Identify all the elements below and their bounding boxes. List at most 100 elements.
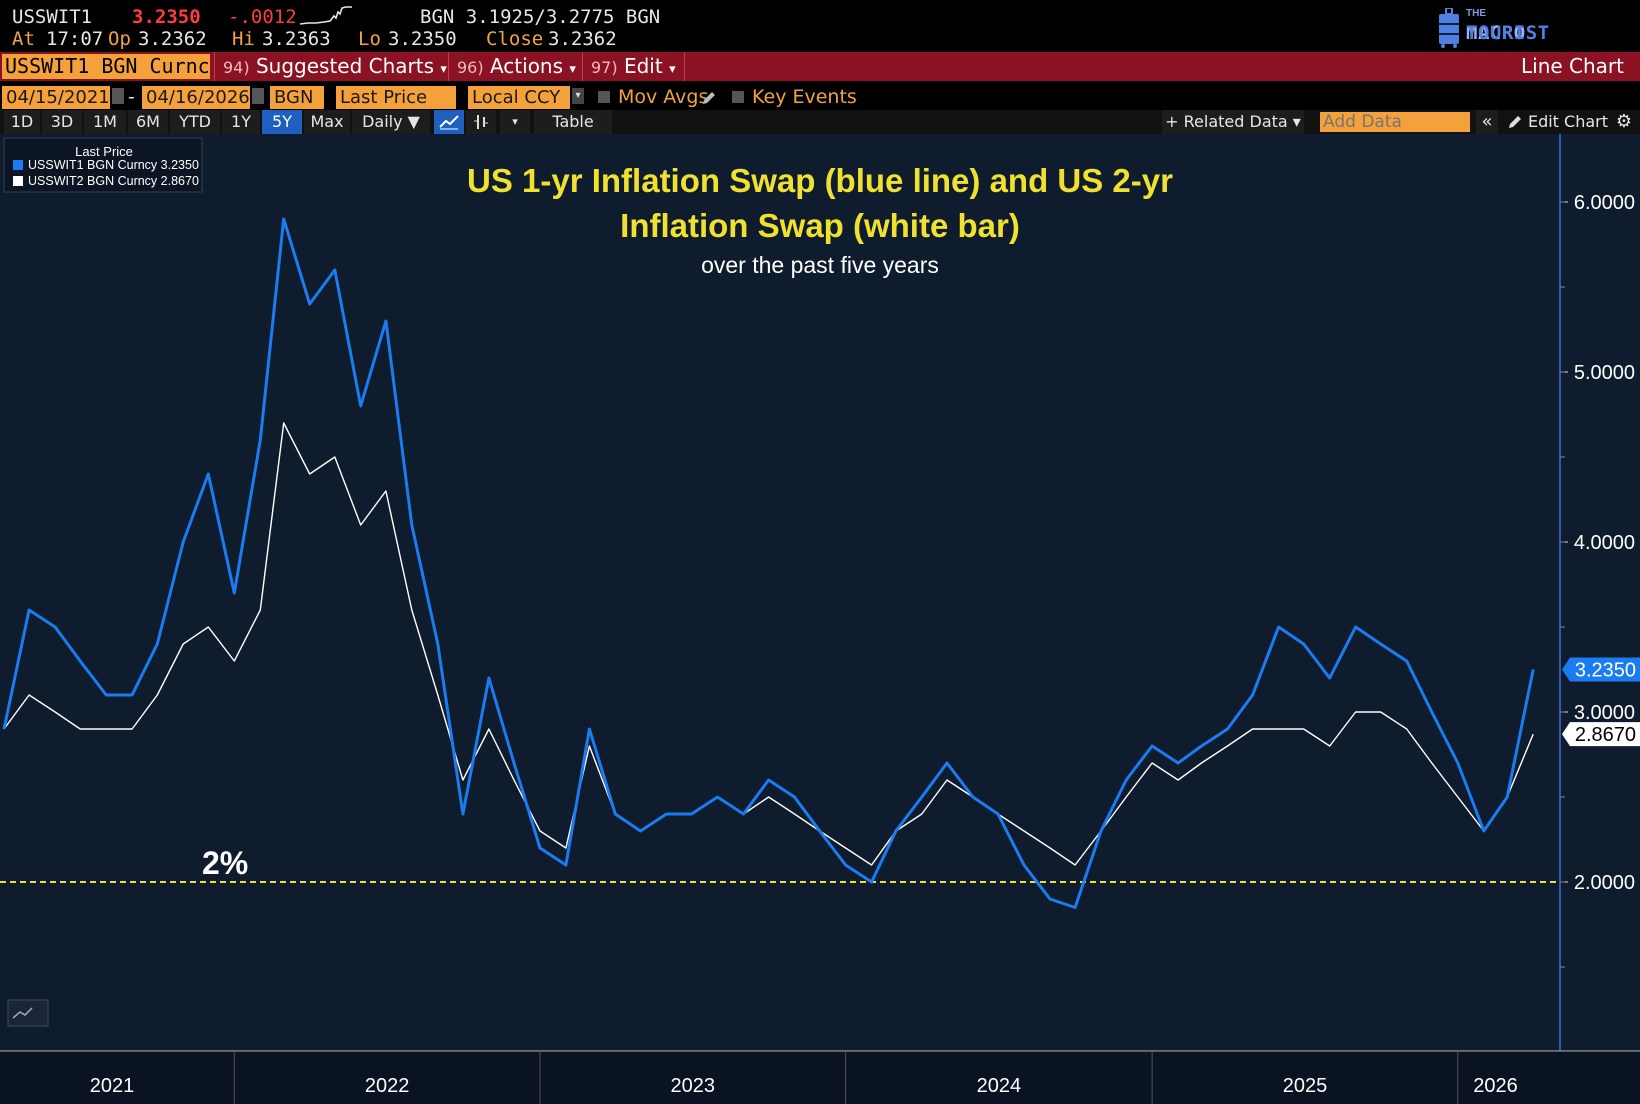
hi-label: Hi xyxy=(232,28,255,50)
calendar-icon[interactable] xyxy=(112,88,124,104)
x-tick-label: 2026 xyxy=(1473,1075,1518,1097)
at-label: At xyxy=(12,28,35,50)
period-1d[interactable]: 1D xyxy=(4,110,40,134)
period-1y[interactable]: 1Y xyxy=(222,110,260,134)
source-field[interactable]: BGN xyxy=(270,86,324,109)
y-tick-label: 4.0000 xyxy=(1574,532,1635,554)
key-events-label[interactable]: Key Events xyxy=(752,86,857,108)
edit-menu[interactable]: 97) Edit ▾ xyxy=(582,52,687,81)
open-label: Op xyxy=(108,28,131,50)
bid-ask: BGN 3.1925/3.2775 BGN xyxy=(420,6,661,28)
line-chart-icon[interactable] xyxy=(434,110,464,134)
edit-chart-button[interactable]: Edit Chart xyxy=(1526,110,1610,134)
axis-background xyxy=(1560,134,1640,1051)
legend-title: Last Price xyxy=(75,144,133,159)
period-5y[interactable]: 5Y xyxy=(262,110,302,134)
logo-small-text: THE xyxy=(1466,8,1486,19)
mov-avgs-checkbox[interactable] xyxy=(598,91,610,103)
y-tick-label: 6.0000 xyxy=(1574,192,1635,214)
last-price-tag-usswit1 xyxy=(1562,657,1640,682)
frequency-select[interactable]: Daily ▼ xyxy=(352,110,430,134)
chevron-down-icon[interactable]: ▾ xyxy=(500,110,530,134)
key-events-checkbox[interactable] xyxy=(732,91,744,103)
legend-entry: USSWIT2 BGN Curncy 2.8670 xyxy=(28,174,199,188)
ticker-symbol: USSWIT1 xyxy=(12,6,93,28)
menu-num: 94) xyxy=(223,58,250,77)
chart-svg: 6.0000 5.0000 4.0000 3.0000 2.0000 2021 2022 20… xyxy=(0,134,1640,1104)
menu-label: Actions xyxy=(489,54,564,78)
x-tick-label: 2025 xyxy=(1283,1075,1328,1097)
menu-bar: USSWIT1 BGN Curnc 94) Suggested Charts ▾… xyxy=(0,52,1640,81)
menu-num: 96) xyxy=(457,58,484,77)
bar-chart-icon[interactable] xyxy=(466,110,496,134)
logo-part1: MACRO xyxy=(1466,22,1526,44)
chevron-down-icon: ▾ xyxy=(440,62,447,77)
gear-icon[interactable]: ⚙ xyxy=(1612,110,1636,134)
chevron-down-icon[interactable]: ▾ xyxy=(572,88,584,104)
chart-toolbar: 1D 3D 1M 6M YTD 1Y 5Y Max Daily ▼ ▾ Tabl… xyxy=(0,110,1640,134)
legend-entry: USSWIT1 BGN Curncy 3.2350 xyxy=(28,158,199,172)
plot-background xyxy=(0,134,1560,1051)
sparkline-icon xyxy=(299,6,352,25)
y-tick-label: 5.0000 xyxy=(1574,362,1635,384)
line-chart-icon xyxy=(12,1007,33,1019)
close-label: Close xyxy=(486,28,544,50)
x-axis-band xyxy=(0,1052,1640,1104)
pencil-icon[interactable] xyxy=(700,89,718,107)
x-tick-label: 2022 xyxy=(365,1075,410,1097)
hi-value: 3.2363 xyxy=(262,28,331,50)
lo-label: Lo xyxy=(358,28,381,50)
last-price: 3.2350 xyxy=(132,6,201,28)
close-value: 3.2362 xyxy=(548,28,617,50)
settings-row: 04/15/2021 - 04/16/2026 BGN Last Price L… xyxy=(0,85,1640,110)
table-button[interactable]: Table xyxy=(534,110,612,134)
annotation-2pct: 2% xyxy=(202,845,248,881)
related-data-button[interactable]: + Related Data ▾ xyxy=(1162,110,1304,134)
last-price-tag-usswit2 xyxy=(1562,722,1640,747)
menu-label: Edit xyxy=(623,54,663,78)
quote-header: USSWIT1 3.2350 -.0012 BGN 3.1925/3.2775 … xyxy=(0,0,1640,52)
add-data-input[interactable] xyxy=(1320,112,1470,132)
chart-type-label[interactable]: Line Chart xyxy=(1521,54,1624,78)
price-change: -.0012 xyxy=(228,6,297,28)
legend-box xyxy=(3,137,203,193)
last-price-label: 3.2350 xyxy=(1575,660,1636,682)
price-field[interactable]: Last Price xyxy=(336,86,456,109)
y-tick-label: 2.0000 xyxy=(1574,872,1635,894)
quote-time: 17:07 xyxy=(46,28,104,50)
legend-swatch xyxy=(13,176,23,186)
open-value: 3.2362 xyxy=(138,28,207,50)
period-max[interactable]: Max xyxy=(304,110,350,134)
legend-swatch xyxy=(13,160,23,170)
period-3d[interactable]: 3D xyxy=(42,110,82,134)
date-separator: - xyxy=(128,86,135,108)
lo-value: 3.2350 xyxy=(388,28,457,50)
collapse-icon[interactable]: « xyxy=(1476,110,1498,134)
mov-avgs-label[interactable]: Mov Avgs xyxy=(618,86,709,108)
menu-label: Suggested Charts xyxy=(255,54,435,78)
menu-divider xyxy=(684,52,685,81)
y-tick-label: 3.0000 xyxy=(1574,702,1635,724)
period-6m[interactable]: 6M xyxy=(128,110,168,134)
currency-field[interactable]: Local CCY xyxy=(468,86,570,109)
calendar-icon[interactable] xyxy=(252,88,264,104)
chevron-down-icon: ▾ xyxy=(669,62,676,77)
actions-menu[interactable]: 96) Actions ▾ xyxy=(448,52,583,81)
start-date-field[interactable]: 04/15/2021 xyxy=(2,86,110,109)
logo-part2: TOURIST xyxy=(1466,22,1550,44)
pencil-icon[interactable] xyxy=(1506,113,1524,131)
chevron-down-icon: ▾ xyxy=(569,62,576,77)
suitcase-icon xyxy=(1439,8,1459,48)
menu-num: 97) xyxy=(591,58,618,77)
chart-title-line2: Inflation Swap (white bar) xyxy=(620,207,1020,244)
last-price-label: 2.8670 xyxy=(1575,724,1636,746)
end-date-field[interactable]: 04/16/2026 xyxy=(142,86,250,109)
x-tick-label: 2023 xyxy=(671,1075,716,1097)
period-1m[interactable]: 1M xyxy=(84,110,126,134)
security-field[interactable]: USSWIT1 BGN Curnc xyxy=(2,54,210,79)
chart-subtitle: over the past five years xyxy=(701,252,939,278)
suggested-charts-menu[interactable]: 94) Suggested Charts ▾ xyxy=(214,52,449,81)
chart-title-line1: US 1-yr Inflation Swap (blue line) and U… xyxy=(467,162,1173,199)
period-ytd[interactable]: YTD xyxy=(170,110,220,134)
x-tick-label: 2021 xyxy=(90,1075,135,1097)
